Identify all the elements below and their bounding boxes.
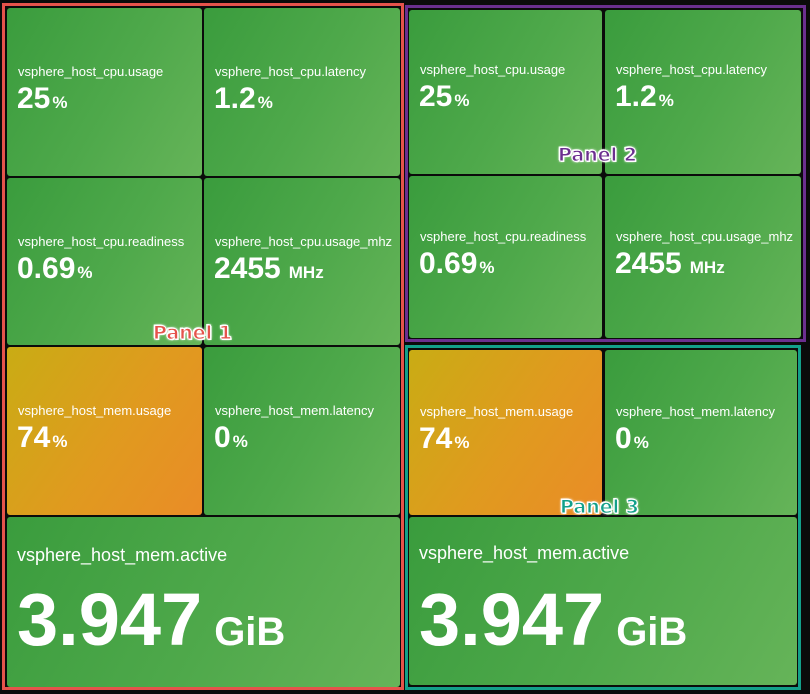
stat-tile-mem-usage[interactable]: vsphere_host_mem.usage 74%: [409, 350, 602, 515]
stat-tile-mem-active[interactable]: vsphere_host_mem.active 3.947 GiB: [7, 517, 400, 687]
metric-label: vsphere_host_cpu.usage_mhz: [215, 234, 393, 249]
metric-value: 25%: [17, 82, 68, 115]
metric-label: vsphere_host_mem.usage: [18, 403, 172, 418]
stat-tile-cpu-usage-mhz[interactable]: vsphere_host_cpu.usage_mhz 2455 MHz: [605, 176, 801, 338]
stat-tile-mem-active[interactable]: vsphere_host_mem.active 3.947 GiB: [409, 517, 797, 685]
metric-value: 0.69%: [419, 247, 495, 280]
metric-label: vsphere_host_mem.active: [419, 543, 630, 563]
metric-label: vsphere_host_mem.active: [17, 545, 228, 565]
metric-label: vsphere_host_cpu.latency: [616, 62, 768, 77]
metric-unit: GiB: [214, 610, 286, 654]
stat-tile-cpu-usage-mhz[interactable]: vsphere_host_cpu.usage_mhz 2455 MHz: [204, 178, 400, 345]
panel-1-label: Panel 1: [153, 322, 233, 345]
metric-label: vsphere_host_cpu.usage: [18, 64, 164, 79]
metric-unit: %: [52, 93, 68, 112]
metric-unit: %: [633, 433, 649, 452]
metric-value: 3.947 GiB: [419, 578, 688, 661]
metric-value: 1.2%: [214, 82, 273, 115]
metric-label: vsphere_host_cpu.readiness: [420, 229, 587, 244]
metric-value: 25%: [419, 80, 470, 113]
metric-value: 3.947 GiB: [17, 578, 286, 661]
stat-tile-mem-latency[interactable]: vsphere_host_mem.latency 0%: [204, 347, 400, 515]
metric-value: 0%: [615, 422, 649, 455]
metric-value: 74%: [17, 421, 68, 454]
stat-tile-cpu-readiness[interactable]: vsphere_host_cpu.readiness 0.69%: [7, 178, 202, 345]
metric-unit: %: [658, 91, 674, 110]
metric-unit: %: [454, 433, 470, 452]
metric-value: 1.2%: [615, 80, 674, 113]
metric-value: 2455 MHz: [214, 252, 324, 285]
stat-tile-cpu-latency[interactable]: vsphere_host_cpu.latency 1.2%: [605, 10, 801, 174]
metric-value: 0%: [214, 421, 248, 454]
metric-value: 0.69%: [17, 252, 93, 285]
metric-unit: %: [232, 432, 248, 451]
metric-label: vsphere_host_mem.usage: [420, 404, 574, 419]
metric-unit: GiB: [616, 610, 688, 654]
metric-label: vsphere_host_mem.latency: [215, 403, 374, 418]
metric-label: vsphere_host_cpu.usage_mhz: [616, 229, 794, 244]
stat-tile-cpu-usage[interactable]: vsphere_host_cpu.usage 25%: [409, 10, 602, 174]
metric-unit: %: [479, 258, 495, 277]
metric-label: vsphere_host_cpu.latency: [215, 64, 367, 79]
metric-unit: MHz: [288, 263, 324, 282]
stat-tile-mem-latency[interactable]: vsphere_host_mem.latency 0%: [605, 350, 797, 515]
panel-2-label: Panel 2: [558, 144, 638, 167]
stat-tile-cpu-readiness[interactable]: vsphere_host_cpu.readiness 0.69%: [409, 176, 602, 338]
metric-label: vsphere_host_cpu.readiness: [18, 234, 185, 249]
metric-label: vsphere_host_cpu.usage: [420, 62, 566, 77]
metric-unit: %: [454, 91, 470, 110]
metric-value: 2455 MHz: [615, 247, 725, 280]
metric-unit: %: [77, 263, 93, 282]
metric-unit: %: [257, 93, 273, 112]
metric-value: 74%: [419, 422, 470, 455]
metric-unit: %: [52, 432, 68, 451]
stat-tile-cpu-latency[interactable]: vsphere_host_cpu.latency 1.2%: [204, 8, 400, 176]
stat-tile-cpu-usage[interactable]: vsphere_host_cpu.usage 25%: [7, 8, 202, 176]
stat-tile-mem-usage[interactable]: vsphere_host_mem.usage 74%: [7, 347, 202, 515]
panel-3-label: Panel 3: [560, 496, 640, 519]
metric-label: vsphere_host_mem.latency: [616, 404, 775, 419]
metric-unit: MHz: [689, 258, 725, 277]
